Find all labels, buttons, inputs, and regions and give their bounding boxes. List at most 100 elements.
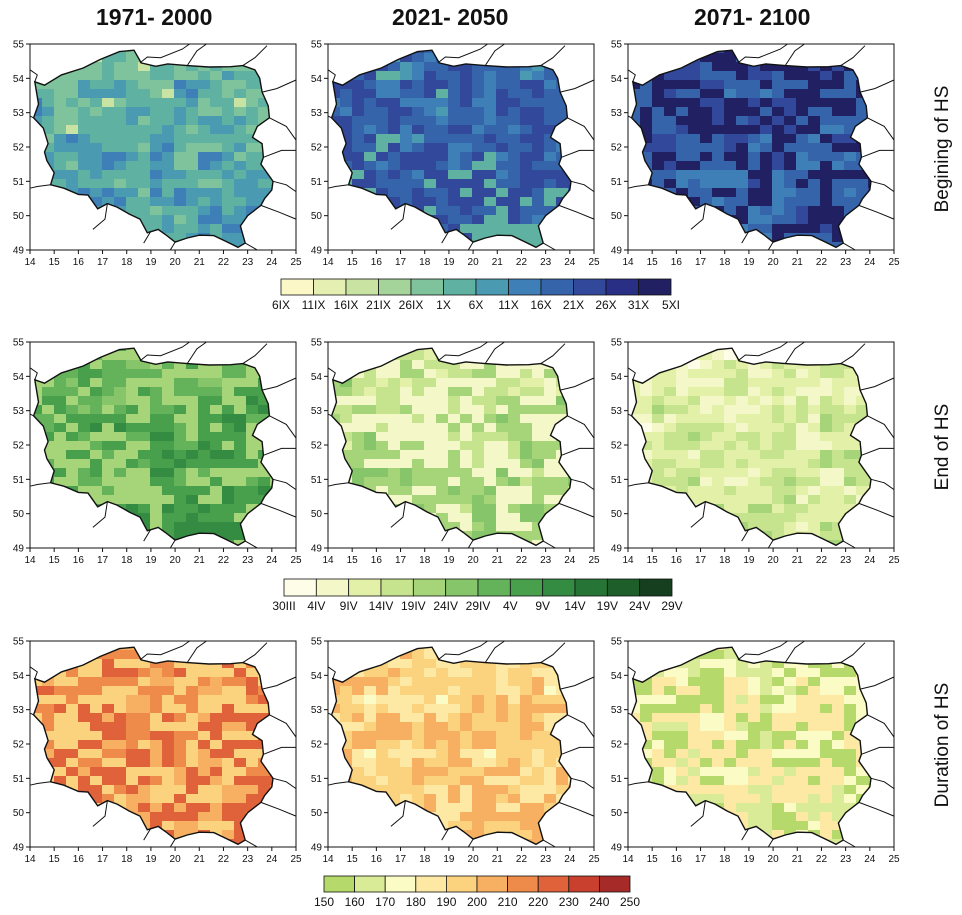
- grid-cell: [138, 152, 151, 162]
- grid-cell: [388, 89, 401, 99]
- x-tick-label: 18: [719, 257, 731, 268]
- grid-cell: [820, 134, 833, 144]
- grid-cell: [544, 414, 557, 424]
- grid-cell: [400, 405, 413, 415]
- grid-cell: [174, 776, 187, 786]
- grid-cell: [784, 116, 797, 126]
- grid-cell: [484, 432, 497, 442]
- grid-cell: [448, 188, 461, 198]
- grid-cell: [198, 749, 211, 759]
- grid-cell: [631, 80, 641, 90]
- grid-cell: [676, 486, 689, 496]
- grid-cell: [760, 495, 773, 505]
- grid-cell: [760, 423, 773, 433]
- grid-cell: [472, 731, 485, 741]
- grid-cell: [150, 704, 163, 714]
- grid-cell: [162, 71, 175, 81]
- grid-cell: [246, 197, 259, 207]
- grid-cell: [796, 477, 809, 487]
- grid-cell: [222, 486, 235, 496]
- grid-cell: [126, 143, 139, 153]
- grid-cell: [496, 396, 509, 406]
- grid-cell: [364, 387, 377, 397]
- grid-cell: [484, 179, 497, 189]
- grid-cell: [424, 713, 437, 723]
- grid-cell: [352, 686, 365, 696]
- grid-cell: [832, 134, 845, 144]
- grid-cell: [688, 98, 701, 108]
- grid-cell: [844, 668, 857, 678]
- grid-cell: [712, 197, 725, 207]
- border-line: [263, 746, 296, 755]
- grid-cell: [832, 161, 845, 171]
- grid-cell: [448, 161, 461, 171]
- grid-cell: [150, 722, 163, 732]
- grid-cell: [676, 369, 689, 379]
- grid-cell: [736, 98, 749, 108]
- grid-cell: [198, 513, 211, 523]
- grid-cell: [388, 785, 401, 795]
- grid-cell: [520, 704, 533, 714]
- border-line: [327, 367, 336, 380]
- grid-cell: [352, 468, 365, 478]
- y-tick-label: 50: [13, 509, 25, 520]
- grid-cell: [712, 468, 725, 478]
- grid-cell: [42, 98, 55, 108]
- grid-cell: [138, 161, 151, 171]
- grid-cell: [376, 378, 389, 388]
- grid-cell: [364, 80, 377, 90]
- grid-cell: [234, 98, 247, 108]
- grid-cell: [436, 758, 449, 768]
- grid-cell: [736, 134, 749, 144]
- grid-cell: [544, 495, 557, 505]
- grid-cell: [186, 414, 199, 424]
- grid-cell: [844, 188, 857, 198]
- x-tick-label: 14: [622, 257, 634, 268]
- grid-cell: [234, 459, 247, 469]
- grid-cell: [126, 89, 139, 99]
- grid-cell: [90, 767, 103, 777]
- border-line: [484, 640, 505, 663]
- grid-cell: [114, 152, 127, 162]
- grid-cell: [246, 414, 259, 424]
- grid-cell: [102, 360, 115, 370]
- border-line: [840, 343, 866, 365]
- grid-cell: [544, 206, 557, 216]
- grid-cell: [400, 459, 413, 469]
- grid-cell: [808, 89, 821, 99]
- grid-cell: [832, 677, 845, 687]
- grid-cell: [400, 695, 413, 705]
- grid-cell: [331, 107, 341, 117]
- grid-cell: [210, 89, 223, 99]
- border-line: [559, 377, 595, 391]
- grid-cell: [832, 740, 845, 750]
- grid-cell: [448, 749, 461, 759]
- grid-cell: [126, 351, 139, 361]
- grid-cell: [222, 414, 235, 424]
- x-tick-label: 20: [468, 555, 480, 566]
- grid-cell: [760, 686, 773, 696]
- y-tick-label: 55: [311, 40, 323, 51]
- grid-cell: [472, 161, 485, 171]
- grid-cell: [700, 396, 713, 406]
- grid-cell: [796, 713, 809, 723]
- grid-cell: [246, 459, 259, 469]
- grid-cell: [472, 776, 485, 786]
- grid-cell: [736, 686, 749, 696]
- grid-cell: [532, 713, 545, 723]
- grid-cell: [832, 396, 845, 406]
- grid-cell: [772, 668, 785, 678]
- grid-cell: [186, 71, 199, 81]
- grid-cell: [532, 486, 545, 496]
- grid-cell: [198, 125, 211, 135]
- grid-cell: [532, 242, 545, 248]
- grid-cell: [808, 722, 821, 732]
- grid-cell: [126, 80, 139, 90]
- grid-cell: [484, 749, 497, 759]
- grid-cell: [150, 495, 163, 505]
- grid-cell: [376, 704, 389, 714]
- grid-cell: [472, 441, 485, 451]
- grid-cell: [331, 713, 341, 723]
- grid-cell: [808, 378, 821, 388]
- grid-cell: [150, 504, 163, 514]
